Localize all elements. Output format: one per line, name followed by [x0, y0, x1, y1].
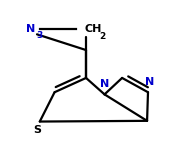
Text: N: N — [26, 24, 35, 34]
Text: 3: 3 — [36, 31, 42, 40]
Text: N: N — [100, 79, 109, 89]
Text: 2: 2 — [99, 32, 106, 41]
Text: S: S — [33, 125, 41, 135]
Text: N: N — [145, 77, 154, 87]
Text: CH: CH — [84, 24, 102, 34]
